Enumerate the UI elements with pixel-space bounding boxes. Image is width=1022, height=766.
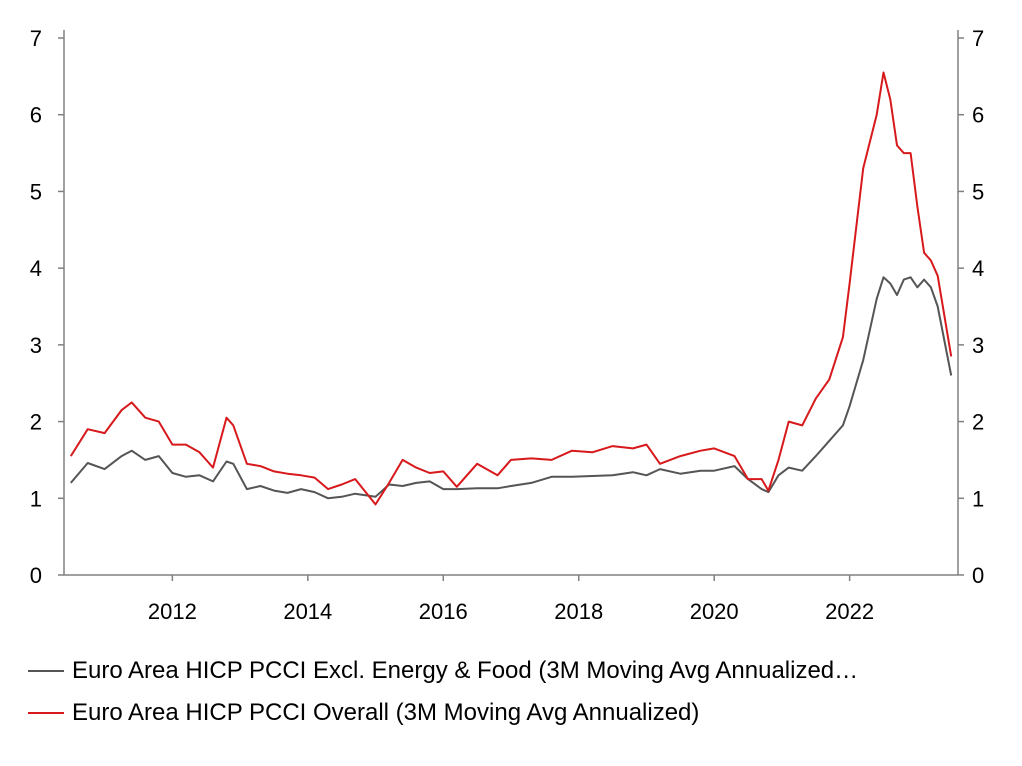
x-tick-label: 2016 bbox=[419, 599, 468, 624]
y-tick-label-right: 3 bbox=[972, 333, 984, 358]
y-tick-label-left: 1 bbox=[30, 486, 42, 511]
x-tick-label: 2014 bbox=[283, 599, 332, 624]
x-tick-label: 2012 bbox=[148, 599, 197, 624]
legend-swatch-overall bbox=[28, 712, 64, 714]
y-tick-label-left: 3 bbox=[30, 333, 42, 358]
y-tick-label-left: 5 bbox=[30, 179, 42, 204]
y-tick-label-right: 4 bbox=[972, 256, 984, 281]
legend-item-core: Euro Area HICP PCCI Excl. Energy & Food … bbox=[28, 650, 858, 692]
legend-item-overall: Euro Area HICP PCCI Overall (3M Moving A… bbox=[28, 692, 858, 734]
y-tick-label-right: 6 bbox=[972, 103, 984, 128]
x-tick-label: 2018 bbox=[554, 599, 603, 624]
chart-canvas: 0 0 1 1 2 2 3 3 4 4 5 5 6 6 7 7 2012 2014 2016 2018 2020 2022 bbox=[30, 26, 985, 624]
y-tick-label-left: 2 bbox=[30, 410, 42, 435]
y-tick-label-right: 7 bbox=[972, 26, 984, 51]
y-tick-label-right: 2 bbox=[972, 410, 984, 435]
legend-label-core: Euro Area HICP PCCI Excl. Energy & Food … bbox=[72, 657, 859, 684]
y-tick-label-right: 5 bbox=[972, 179, 984, 204]
y-tick-label-left: 4 bbox=[30, 256, 42, 281]
y-tick-label-right: 0 bbox=[972, 563, 984, 588]
series-line-overall bbox=[69, 71, 953, 506]
legend-swatch-core bbox=[28, 670, 64, 672]
legend-label-overall: Euro Area HICP PCCI Overall (3M Moving A… bbox=[72, 699, 700, 726]
x-tick-label: 2022 bbox=[825, 599, 874, 624]
series-lines bbox=[69, 71, 953, 506]
series-line-core bbox=[70, 276, 953, 500]
axes bbox=[58, 30, 964, 581]
y-tick-label-left: 0 bbox=[30, 563, 42, 588]
y-tick-label-right: 1 bbox=[972, 486, 984, 511]
x-tick-label: 2020 bbox=[690, 599, 739, 624]
legend: Euro Area HICP PCCI Excl. Energy & Food … bbox=[28, 650, 858, 734]
tick-labels: 0 0 1 1 2 2 3 3 4 4 5 5 6 6 7 7 2012 2014 2016 2018 2020 2022 bbox=[30, 26, 985, 624]
y-tick-label-left: 7 bbox=[30, 26, 42, 51]
y-tick-label-left: 6 bbox=[30, 103, 42, 128]
